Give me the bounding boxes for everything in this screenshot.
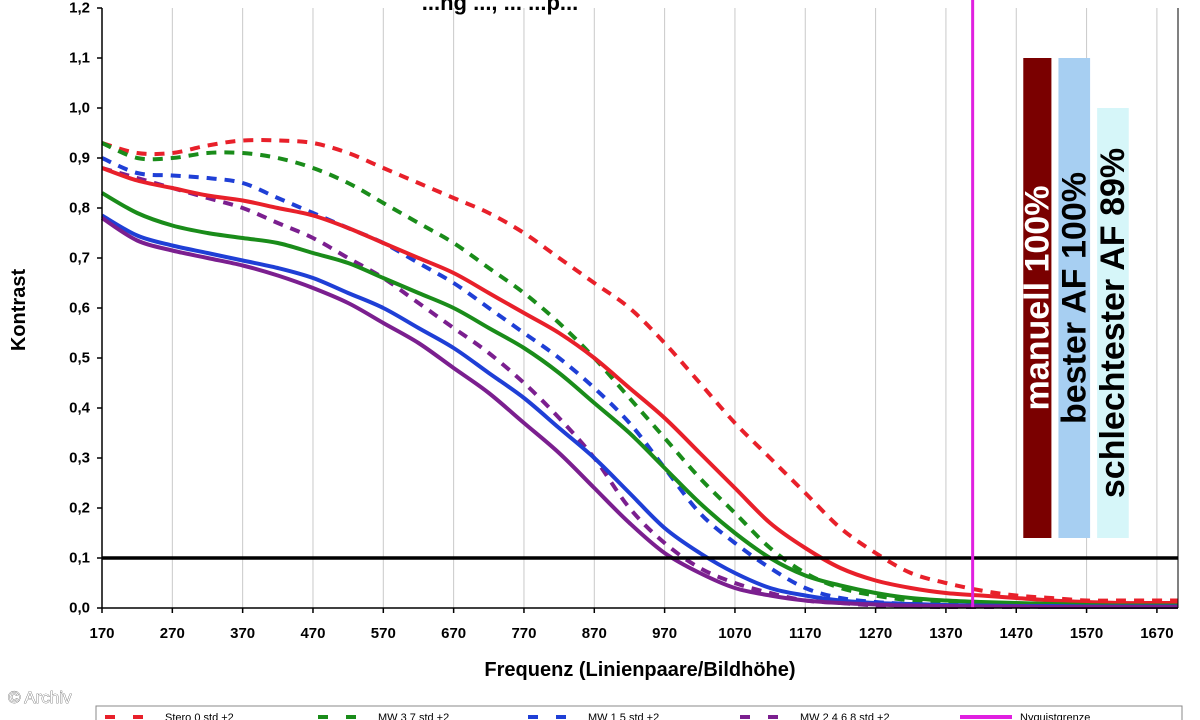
y-tick-label-9: 0,9 <box>69 150 90 167</box>
x-tick-label-8: 970 <box>652 625 677 642</box>
x-tick-label-9: 1070 <box>718 625 751 642</box>
chart-title: ...ng ..., ... ...p... <box>422 0 578 15</box>
credit-text: © Archiv <box>8 688 72 707</box>
result-bar-label-2: schlechtester AF 89% <box>1094 148 1132 498</box>
series-lines <box>100 138 1178 610</box>
y-tick-label-6: 0,6 <box>69 300 90 317</box>
y-tick-label-7: 0,7 <box>69 250 90 267</box>
x-tick-label-14: 1570 <box>1070 625 1103 642</box>
x-tick-label-15: 1670 <box>1140 625 1173 642</box>
result-bar-0 <box>1023 58 1052 538</box>
y-tick-label-5: 0,5 <box>69 350 90 367</box>
y-tick-label-2: 0,2 <box>69 500 90 517</box>
series-line-0 <box>101 138 1178 603</box>
y-axis-label: Kontrast <box>8 269 30 352</box>
series-line-3 <box>101 166 1178 610</box>
result-bar-1 <box>1058 58 1091 538</box>
series-line-1 <box>101 141 1178 608</box>
x-axis-label: Frequenz (Linienpaare/Bildhöhe) <box>484 659 795 681</box>
x-tick-label-5: 670 <box>441 625 466 642</box>
x-tick-label-13: 1470 <box>1000 625 1033 642</box>
legend-label-2: MW 1 5 std +2 <box>588 712 659 720</box>
x-tick-label-0: 170 <box>89 625 114 642</box>
y-tick-labels: 0,0 0,1 0,2 0,3 0,4 0,5 0,6 0,7 0,8 0,9 1,0 1,1 1,2 <box>69 0 91 617</box>
x-tick-label-2: 370 <box>230 625 255 642</box>
y-tick-label-4: 0,4 <box>69 400 91 417</box>
y-tick-label-1: 0,1 <box>69 550 90 567</box>
y-tick-label-12: 1,2 <box>69 0 90 17</box>
x-tick-label-6: 770 <box>511 625 536 642</box>
x-tick-label-1: 270 <box>160 625 185 642</box>
axes <box>97 7 1179 613</box>
result-bar-label-0: manuell 100% <box>1018 186 1056 411</box>
reference-lines <box>102 0 1178 608</box>
legend-label-1: MW 3 7 std +2 <box>378 712 449 720</box>
x-tick-labels: 170 270 370 470 570 670 770 870 970 1070 1170 1270 1… <box>89 625 1173 642</box>
x-tick-label-3: 470 <box>300 625 325 642</box>
series-line-2 <box>101 156 1178 609</box>
grid <box>101 8 1158 608</box>
x-tick-label-12: 1370 <box>929 625 962 642</box>
y-tick-label-8: 0,8 <box>69 200 90 217</box>
y-tick-label-11: 1,1 <box>69 50 90 67</box>
y-tick-label-3: 0,3 <box>69 450 90 467</box>
x-tick-label-10: 1170 <box>789 625 822 642</box>
result-bars: manuell 100%bester AF 100% schlechtester … <box>1018 58 1132 538</box>
legend-frame <box>95 705 1183 720</box>
series-line-7 <box>100 216 1178 610</box>
y-tick-label-10: 1,0 <box>69 100 90 117</box>
series-line-4 <box>101 166 1178 606</box>
result-bar-label-1: bester AF 100% <box>1055 172 1093 424</box>
legend-label-0: Stero 0 std +2 <box>165 712 234 720</box>
legend: Stero 0 std +2 MW 3 7 std +2 MW 1 5 std +2… <box>95 705 1183 720</box>
x-tick-label-7: 870 <box>582 625 607 642</box>
legend-label-4: Nyquistgrenze <box>1020 712 1090 720</box>
series-line-5 <box>101 191 1178 608</box>
y-tick-label-0: 0,0 <box>69 600 90 617</box>
result-bar-2 <box>1097 108 1129 538</box>
legend-label-3: MW 2 4 6 8 std +2 <box>800 712 890 720</box>
x-tick-label-11: 1270 <box>859 625 892 642</box>
x-tick-label-4: 570 <box>371 625 396 642</box>
